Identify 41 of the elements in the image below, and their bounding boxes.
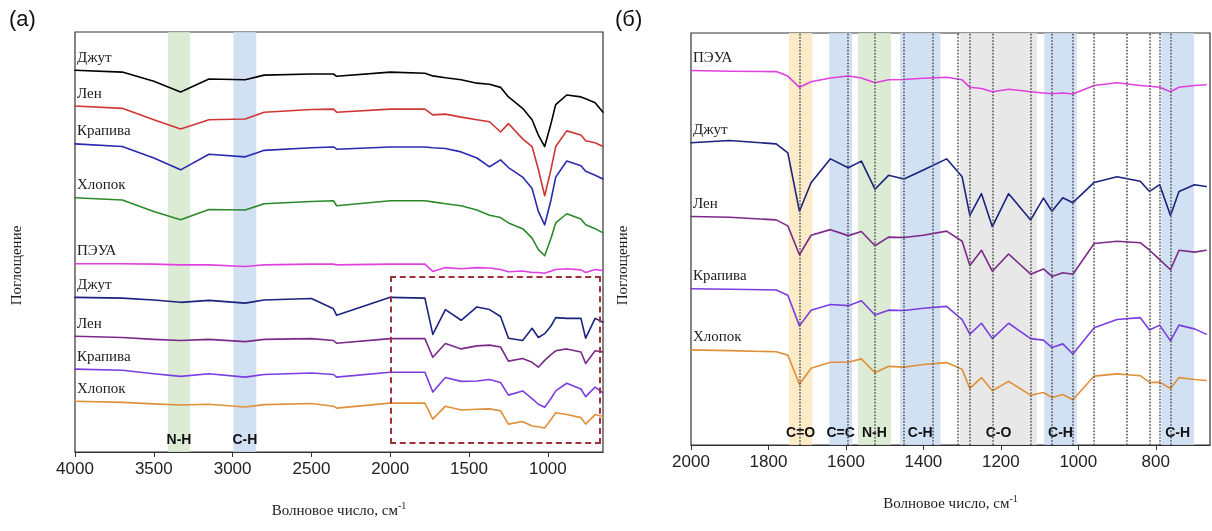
chart-title: (a) (9, 5, 36, 31)
x-tick-label: 1000 (528, 459, 567, 478)
x-tick-label: 3500 (134, 459, 173, 478)
series-label: Лен (77, 314, 102, 331)
y-axis-title: Поглощение (7, 225, 24, 306)
series-label: Джут (77, 48, 113, 65)
x-tick-label: 2000 (672, 452, 710, 471)
series-label: Крапива (77, 347, 131, 364)
x-tick-label: 800 (1141, 452, 1170, 471)
x-tick-label: 3000 (213, 459, 252, 478)
x-tick-label: 1800 (749, 452, 788, 471)
band-label: C-O (985, 424, 1012, 440)
band-label: C-H (1165, 424, 1191, 440)
series-label: ПЭУА (77, 242, 117, 259)
x-tick-label: 4000 (56, 459, 94, 478)
band-label: C-H (907, 424, 933, 440)
band-label: C=C (826, 424, 855, 440)
x-tick-label: 1500 (450, 459, 488, 478)
series-label: Крапива (77, 122, 131, 139)
series-label: Джут (693, 121, 729, 138)
series-label: Хлопок (77, 379, 127, 396)
y-axis-title: Поглощение (613, 225, 630, 306)
series-label: Джут (77, 275, 113, 292)
x-tick-label: 1400 (904, 452, 943, 471)
chart-title: (б) (615, 5, 643, 31)
x-tick-label: 1000 (1059, 452, 1098, 471)
band-label: N-H (861, 424, 887, 440)
series-label: ПЭУА (693, 48, 733, 65)
series-label: Хлопок (693, 328, 743, 345)
series-label: Лен (77, 84, 102, 101)
x-tick-label: 1200 (981, 452, 1020, 471)
band-label: N-H (166, 431, 192, 447)
band-label: C-H (1048, 424, 1073, 440)
x-tick-label: 2500 (292, 459, 331, 478)
series-label: Крапива (693, 267, 747, 284)
series-label: Хлопок (77, 176, 127, 193)
series-label: Лен (693, 195, 718, 212)
x-tick-label: 1600 (827, 452, 865, 471)
band-label: C=O (786, 424, 816, 440)
x-tick-label: 2000 (371, 459, 410, 478)
band-label: C-H (232, 431, 258, 447)
